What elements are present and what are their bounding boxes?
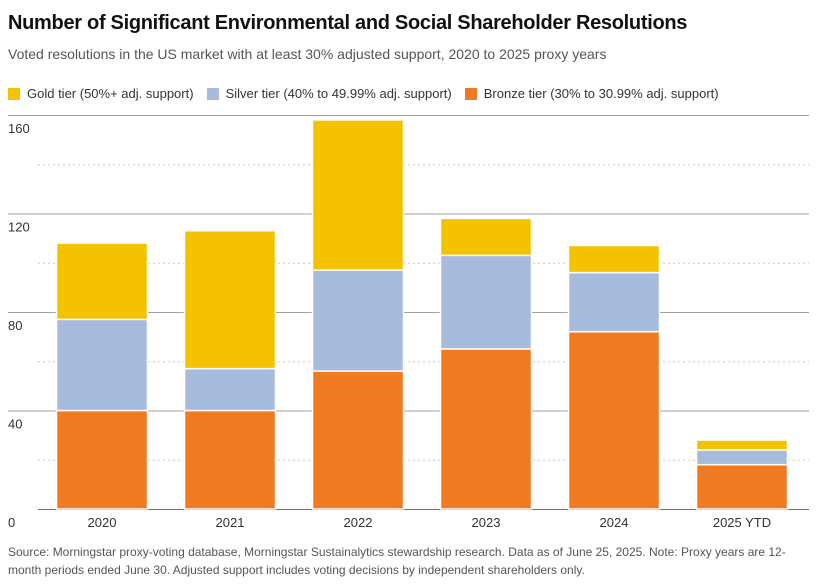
bar-segment — [567, 244, 661, 274]
bar-segment — [183, 409, 277, 510]
legend-item: Bronze tier (30% to 30.99% adj. support) — [464, 86, 719, 101]
bar-segment — [439, 217, 533, 257]
y-tick-label: 40 — [8, 417, 22, 432]
bar-segment — [695, 439, 789, 451]
x-tick-label: 2020 — [88, 515, 117, 530]
x-tick-label: 2025 YTD — [713, 515, 771, 530]
x-tick-label: 2021 — [216, 515, 245, 530]
bar-segment — [439, 348, 533, 510]
x-tick-label: 2024 — [600, 515, 629, 530]
y-tick-label: 120 — [8, 220, 30, 235]
x-tick-label: 2022 — [344, 515, 373, 530]
legend-label: Silver tier (40% to 49.99% adj. support) — [225, 86, 452, 101]
y-tick-label: 80 — [8, 318, 22, 333]
legend-item: Silver tier (40% to 49.99% adj. support) — [206, 86, 452, 101]
chart-legend: Gold tier (50%+ adj. support) Silver tier… — [8, 86, 732, 101]
bar-segment — [567, 330, 661, 510]
x-tick-label: 2023 — [472, 515, 501, 530]
bar-segment — [55, 242, 149, 321]
bar-segment — [183, 367, 277, 412]
legend-label: Gold tier (50%+ adj. support) — [27, 86, 194, 101]
legend-label: Bronze tier (30% to 30.99% adj. support) — [483, 86, 719, 101]
source-note: Source: Morningstar proxy-voting databas… — [8, 545, 786, 577]
legend-swatch — [8, 87, 20, 100]
bar-segment — [55, 409, 149, 510]
bar-segment — [311, 370, 405, 510]
legend-swatch — [206, 87, 219, 100]
bar-segment — [55, 318, 149, 412]
legend-item: Gold tier (50%+ adj. support) — [8, 86, 194, 101]
chart-title: Number of Significant Environmental and … — [8, 12, 688, 34]
bar-segment — [695, 449, 789, 466]
bar-segment — [695, 463, 789, 510]
bar-segment — [183, 229, 277, 370]
bar-segment — [439, 254, 533, 350]
bar-segment — [311, 269, 405, 372]
chart-subtitle: Voted resolutions in the US market with … — [8, 46, 607, 62]
legend-swatch — [464, 87, 477, 100]
bar-segment — [311, 119, 405, 271]
y-tick-label: 160 — [8, 121, 30, 136]
bar-segment — [567, 271, 661, 333]
y-tick-label: 0 — [8, 515, 15, 530]
